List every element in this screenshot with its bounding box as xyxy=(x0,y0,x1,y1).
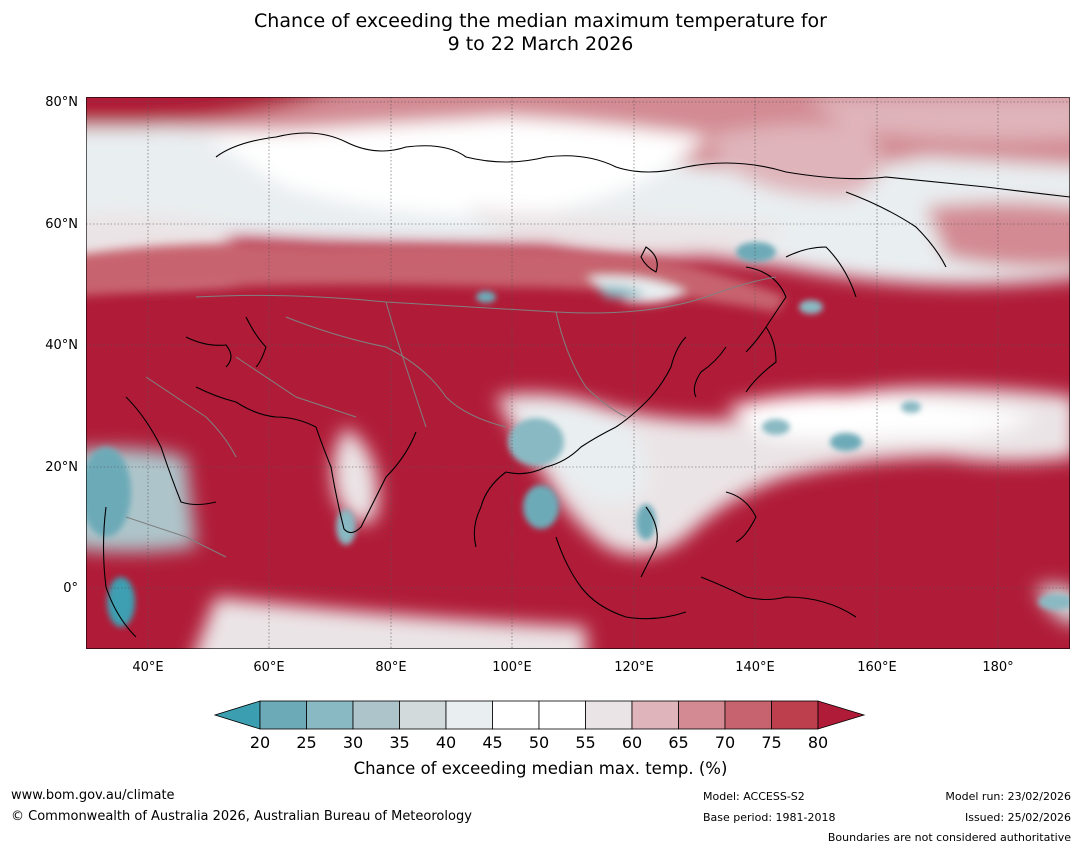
probability-map xyxy=(86,97,1070,649)
lon-label-160e: 160°E xyxy=(857,660,897,675)
lon-label-140e: 140°E xyxy=(735,660,775,675)
colorbar xyxy=(214,700,866,730)
model-run-date: Model run: 23/02/2026 xyxy=(945,790,1071,803)
colorbar-bin-35-40 xyxy=(399,700,447,730)
colorbar-bin-65-70 xyxy=(678,700,726,730)
chart-title: Chance of exceeding the median maximum t… xyxy=(0,10,1081,56)
colorbar-tick-25: 25 xyxy=(296,733,317,752)
blue-patches xyxy=(86,242,1070,627)
colorbar-bin-75-80 xyxy=(771,700,819,730)
lat-label-20n: 20°N xyxy=(45,460,78,475)
colorbar-tick-45: 45 xyxy=(482,733,503,752)
issued-date: Issued: 25/02/2026 xyxy=(964,811,1071,824)
colorbar-tick-30: 30 xyxy=(342,733,364,752)
lat-label-40n: 40°N xyxy=(45,338,78,353)
colorbar-tick-35: 35 xyxy=(389,733,410,752)
lat-label-0: 0° xyxy=(63,581,78,596)
colorbar-bin-70-75 xyxy=(724,700,772,730)
lon-label-120e: 120°E xyxy=(614,660,654,675)
colorbar-extend-low xyxy=(214,700,261,730)
colorbar-tick-65: 65 xyxy=(668,733,689,752)
colorbar-title: Chance of exceeding median max. temp. (%… xyxy=(353,759,728,778)
central-asia-band xyxy=(86,243,786,312)
lon-label-80e: 80°E xyxy=(375,660,407,675)
boundaries-disclaimer: Boundaries are not considered authoritat… xyxy=(827,831,1071,844)
colorbar-bin-40-45 xyxy=(445,700,493,730)
lon-label-60e: 60°E xyxy=(253,660,285,675)
colorbar-tick-40: 40 xyxy=(435,733,457,752)
colorbar-tick-70: 70 xyxy=(714,733,736,752)
colorbar-tick-55: 55 xyxy=(575,733,596,752)
copyright-text: © Commonwealth of Australia 2026, Austra… xyxy=(11,809,472,824)
lon-label-100e: 100°E xyxy=(492,660,532,675)
country-borders xyxy=(125,276,777,558)
lon-label-40e: 40°E xyxy=(132,660,164,675)
lon-label-180: 180° xyxy=(982,660,1014,675)
northern-band xyxy=(86,97,1070,285)
lat-label-80n: 80°N xyxy=(45,95,78,110)
base-period: Base period: 1981-2018 xyxy=(703,811,836,824)
colorbar-tick-50: 50 xyxy=(528,733,550,752)
colorbar-bin-55-60 xyxy=(585,700,633,730)
website-link[interactable]: www.bom.gov.au/climate xyxy=(11,788,175,803)
coastlines xyxy=(102,132,1070,638)
colorbar-extend-high xyxy=(817,700,866,730)
colorbar-tick-75: 75 xyxy=(761,733,782,752)
title-line-1: Chance of exceeding the median maximum t… xyxy=(254,10,827,32)
colorbar-bin-20-25 xyxy=(259,700,307,730)
colorbar-tick-60: 60 xyxy=(621,733,643,752)
colorbar-bin-45-50 xyxy=(492,700,540,730)
colorbar-bin-25-30 xyxy=(306,700,354,730)
model-name: Model: ACCESS-S2 xyxy=(703,790,805,803)
lat-label-60n: 60°N xyxy=(45,217,78,232)
title-line-2: 9 to 22 March 2026 xyxy=(447,33,634,55)
colorbar-bin-30-35 xyxy=(352,700,400,730)
colorbar-tick-20: 20 xyxy=(249,733,271,752)
colorbar-bin-50-55 xyxy=(538,700,586,730)
colorbar-tick-80: 80 xyxy=(807,733,829,752)
colorbar-bin-60-65 xyxy=(631,700,679,730)
